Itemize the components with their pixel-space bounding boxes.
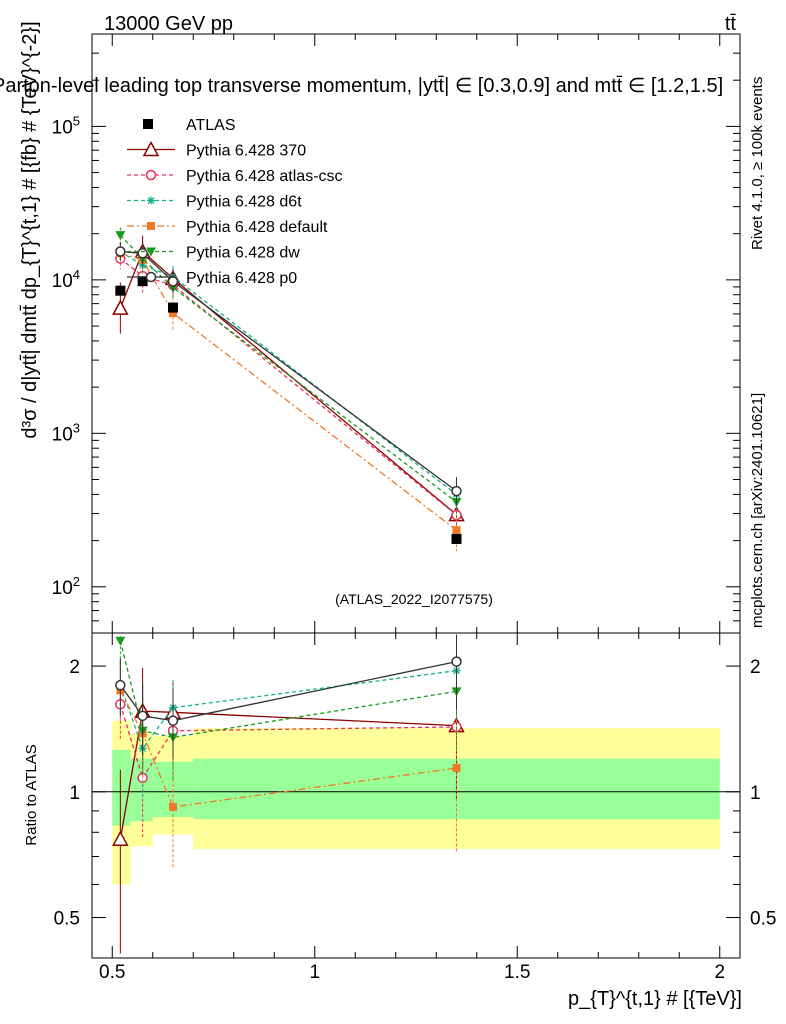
main-series-line — [120, 250, 457, 495]
ratio-series-marker — [115, 636, 126, 646]
main-series-marker — [452, 526, 461, 535]
main-series-marker — [167, 276, 179, 287]
ratio-series-marker — [167, 715, 179, 726]
x-tick-label: 1.5 — [504, 962, 530, 983]
main-series-marker — [451, 485, 462, 497]
ratio-series-marker — [137, 710, 148, 722]
main-series-marker — [115, 246, 126, 257]
legend-label: Pythia 6.428 dw — [186, 245, 300, 262]
header-right: tt̄ — [725, 13, 737, 35]
legend-label: Pythia 6.428 default — [186, 219, 328, 236]
ratio-axis-label: Ratio to ATLAS — [23, 744, 40, 845]
legend-marker — [142, 140, 160, 157]
atlas-data-point — [137, 276, 148, 287]
x-axis-label: p_{T}^{t,1} # [{TeV}] — [568, 988, 742, 1010]
main-series-line — [119, 258, 457, 516]
ratio-frame — [91, 632, 741, 959]
ratio-band-inner — [130, 758, 153, 822]
legend-label: Pythia 6.428 370 — [186, 143, 306, 160]
ratio-series-marker — [451, 656, 462, 667]
ratio-tick-label-right: 1 — [750, 783, 761, 804]
ratio-tick-label-left: 0.5 — [54, 909, 80, 930]
ratio-series-marker — [452, 764, 461, 773]
legend-label: Pythia 6.428 atlas-csc — [186, 168, 343, 185]
atlas-data-point — [451, 533, 462, 544]
main-series-marker — [169, 309, 177, 318]
ratio-band-inner — [112, 749, 131, 826]
y-tick-label: 103 — [52, 420, 80, 445]
y-axis-label: d³σ / d|ytt̄| dmtt̄ dp_{T}^{t,1} # [{fb}… — [19, 21, 41, 438]
legend-marker — [145, 271, 157, 283]
legend-marker — [147, 222, 155, 230]
x-tick-label: 2 — [714, 962, 725, 983]
ratio-series-marker — [169, 802, 177, 811]
ratio-series-line — [119, 710, 457, 840]
y-tick-label: 104 — [52, 267, 80, 292]
ratio-series-line — [119, 670, 457, 750]
y-tick-label: 105 — [52, 113, 80, 138]
ratio-series-line — [119, 689, 457, 808]
analysis-label: (ATLAS_2022_I2077575) — [335, 591, 493, 607]
mcplots-label: mcplots.cern.ch [arXiv:2401.10621] — [749, 393, 766, 628]
main-series-line — [120, 250, 457, 492]
rivet-label: Rivet 4.1.0, ≥ 100k events — [749, 77, 766, 250]
legend-marker — [146, 247, 156, 257]
ratio-tick-label-left: 1 — [69, 783, 80, 804]
y-tick-label: 102 — [52, 574, 80, 599]
atlas-data-point — [168, 302, 178, 313]
legend-label: Pythia 6.428 d6t — [186, 194, 302, 211]
ratio-tick-label-right: 0.5 — [750, 909, 776, 930]
header-left: 13000 GeV pp — [104, 13, 233, 35]
legend-label-atlas: ATLAS — [186, 117, 236, 134]
ratio-series-marker — [112, 830, 129, 846]
ratio-tick-label-left: 2 — [69, 657, 80, 678]
ratio-tick-label-right: 2 — [750, 657, 761, 678]
main-series-line — [119, 234, 457, 503]
legend-marker — [147, 196, 155, 205]
ratio-series-line — [119, 704, 457, 780]
main-series-marker — [115, 231, 126, 241]
main-series-line — [119, 250, 457, 516]
legend-marker-atlas — [143, 119, 153, 129]
ratio-series-marker — [115, 679, 126, 691]
x-tick-label: 1 — [309, 962, 320, 983]
main-series-marker — [137, 248, 148, 259]
plot-title: Parton-level leading top transverse mome… — [0, 75, 723, 97]
main-series-marker — [112, 299, 129, 315]
legend-marker — [145, 169, 157, 181]
main-series-line — [120, 252, 457, 531]
x-tick-label: 0.5 — [99, 962, 125, 983]
legend-label: Pythia 6.428 p0 — [186, 270, 297, 287]
atlas-data-point — [115, 285, 126, 296]
ratio-series-line — [119, 640, 457, 739]
ratio-series-line — [119, 660, 457, 722]
